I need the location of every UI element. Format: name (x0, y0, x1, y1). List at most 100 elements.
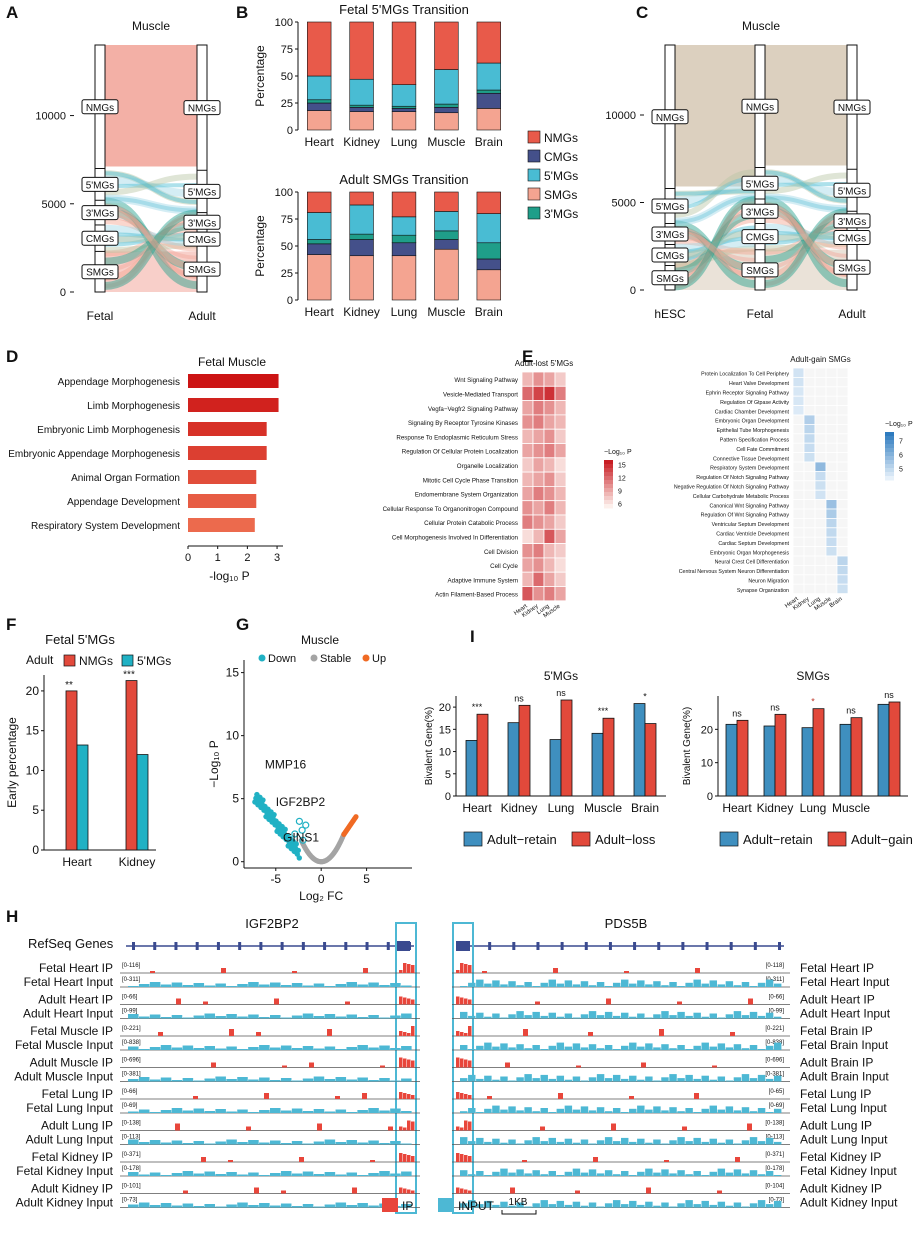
input-bar (128, 1014, 139, 1019)
input-bar (580, 1047, 589, 1050)
input-bar (765, 1045, 774, 1050)
bar-segment-SMGs (434, 112, 459, 131)
input-bar (596, 1015, 605, 1019)
ip-peak-bar (407, 1155, 411, 1162)
bar (812, 708, 825, 797)
heatmap-cell (803, 433, 816, 444)
legend-label: 5'MGs (137, 654, 171, 668)
heatmap-cell (825, 367, 838, 378)
input-bar (476, 1045, 484, 1050)
flow-link (764, 195, 848, 212)
input-bar (653, 1014, 661, 1019)
input-bar (484, 983, 492, 987)
heatmap-cell (554, 557, 567, 573)
input-bar (270, 1173, 281, 1176)
node-label: CMGs (746, 233, 774, 244)
flow-link (674, 188, 756, 197)
ip-bar (593, 1157, 598, 1162)
heatmap-row-label: Mitotic Cell Cycle Phase Transition (423, 477, 519, 484)
ip-peak-bar (407, 964, 411, 973)
range-label: [0-696] (765, 1058, 784, 1064)
input-bar (604, 1137, 613, 1145)
input-bar (693, 1171, 701, 1176)
input-bar (237, 1077, 248, 1082)
y-tick-label: 10000 (35, 111, 66, 123)
ip-peak-bar (399, 1153, 403, 1162)
input-bar (637, 1046, 645, 1050)
input-bar (302, 985, 314, 987)
input-bar (524, 982, 532, 987)
point-down-open (287, 841, 295, 849)
input-bar (540, 1015, 548, 1019)
input-bar (661, 1011, 669, 1019)
input-bar (270, 1140, 281, 1145)
input-bar (259, 1077, 270, 1082)
legend-gradient-step (604, 484, 613, 489)
exon (280, 942, 284, 950)
input-bar (492, 1204, 500, 1208)
legend-swatch (527, 168, 541, 182)
ip-bar (150, 971, 155, 973)
x-tick-label: 2 (244, 552, 250, 564)
input-bar (709, 1204, 717, 1208)
input-bar (259, 1203, 270, 1208)
heatmap-cell (543, 471, 556, 487)
heatmap-cell (521, 571, 534, 587)
heatmap-cell (532, 586, 545, 602)
input-bar (324, 1079, 336, 1082)
bar (76, 744, 89, 851)
heatmap-cell (814, 433, 827, 444)
input-bar (215, 1206, 226, 1208)
input-bar (749, 1111, 758, 1113)
y-tick-label: 100 (275, 187, 293, 199)
significance-mark: * (643, 692, 647, 702)
input-bar (725, 981, 734, 987)
ip-peak-bar (460, 1093, 464, 1099)
ip-bar (370, 1160, 375, 1162)
gene-name-right: PDS5B (605, 916, 648, 931)
heatmap-cell (803, 442, 816, 454)
input-bar (612, 1200, 621, 1208)
ip-peak-bar (411, 1095, 415, 1099)
panel-label-E: E (522, 347, 533, 366)
input-bar (765, 1078, 774, 1082)
input-bar (661, 1169, 669, 1176)
heatmap-cell (554, 514, 567, 530)
input-bar (237, 1016, 248, 1019)
legend-gradient-step (885, 460, 894, 465)
heatmap-cell (814, 423, 827, 435)
track-label-right-ip: Adult Lung IP (800, 1119, 872, 1133)
input-bar (524, 1107, 532, 1113)
ip-bar (193, 1096, 198, 1099)
y-tick-label: 50 (281, 71, 293, 83)
heatmap-cell (532, 543, 545, 559)
ip-peak-bar (403, 997, 407, 1005)
flow-link (674, 238, 756, 255)
input-bar (182, 1203, 194, 1208)
input-bar (302, 1204, 314, 1208)
input-bar (572, 1201, 581, 1208)
input-bar (621, 1045, 629, 1050)
input-bar (677, 1011, 685, 1019)
input-bar (401, 1204, 412, 1208)
y-axis-label: Percentage (253, 45, 267, 107)
input-bar (291, 983, 303, 987)
input-bar (460, 1203, 468, 1208)
input-bar (556, 1016, 565, 1019)
heatmap-cell (521, 371, 534, 387)
point-up (353, 814, 359, 820)
heatmap-cell (814, 583, 827, 595)
range-label: [0-178] (765, 1166, 784, 1172)
heatmap-cell (825, 405, 838, 416)
input-bar (226, 1046, 237, 1050)
range-label: [0-221] (122, 1026, 141, 1032)
input-bar (476, 1137, 484, 1145)
bar (136, 754, 149, 851)
input-bar (270, 1047, 281, 1050)
heatmap-cell (521, 385, 534, 401)
x-tick-label: Kidney (343, 135, 380, 149)
input-bar (379, 1017, 390, 1019)
input-bar (733, 1202, 742, 1208)
y-tick-label: 10 (26, 763, 40, 777)
heatmap-cell (543, 586, 556, 602)
